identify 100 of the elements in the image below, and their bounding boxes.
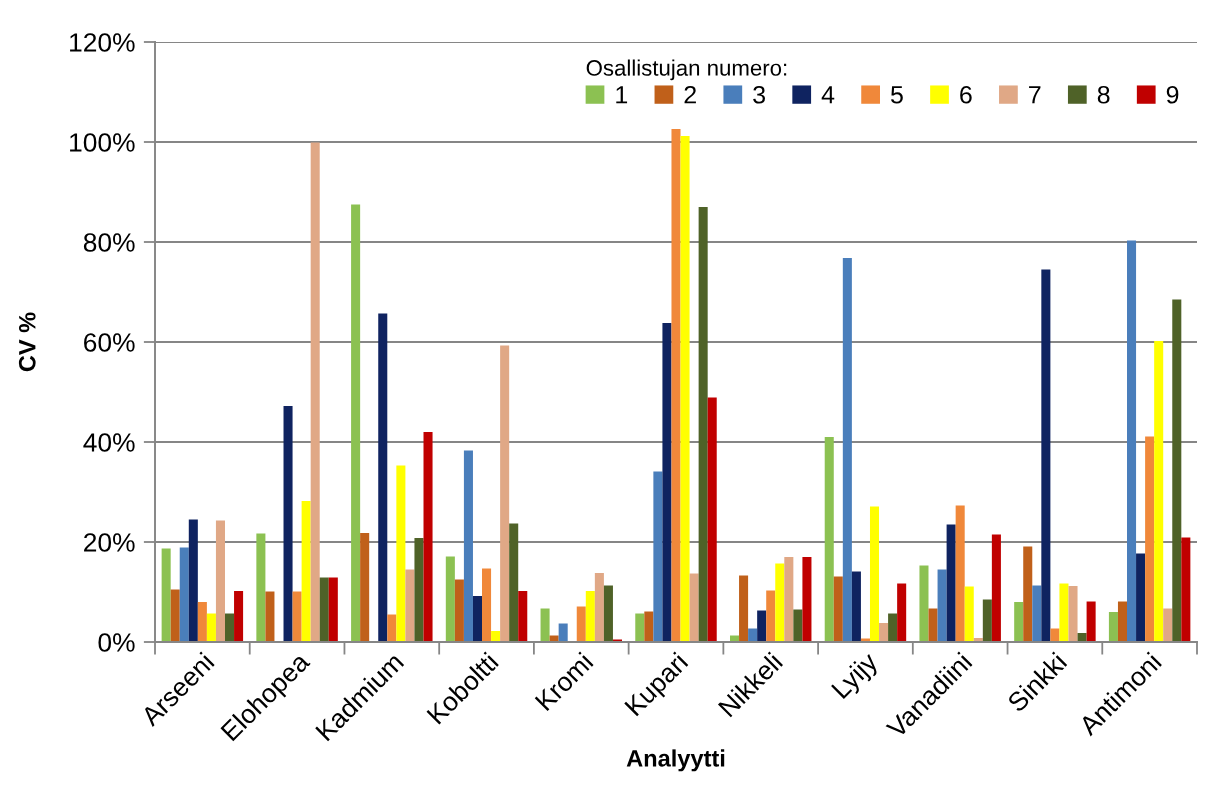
bar [482,568,492,642]
bar [1172,299,1182,642]
bar [603,585,613,642]
y-axis-title: CV % [18,312,36,372]
bar [594,573,604,642]
bar [1117,601,1128,642]
x-axis-title: Analyytti [626,749,725,772]
bar [784,557,794,642]
bar [234,591,244,642]
bar [671,129,681,642]
legend-label: 5 [890,86,903,104]
bar [387,614,397,642]
bar [897,583,907,642]
bar [351,204,361,642]
bar [319,577,329,642]
bar [170,589,180,642]
bar [937,569,947,642]
bar [833,576,843,642]
bar [739,575,749,642]
bar [463,450,473,642]
bar [824,437,834,642]
legend-label: 3 [753,85,765,104]
bar [1041,269,1051,642]
bar [662,323,672,642]
bar [1136,553,1146,642]
bar [748,628,758,642]
bar [1145,436,1155,642]
legend-label: 2 [684,85,696,104]
legend-label: 7 [1029,86,1041,104]
y-tick-label: 20% [84,533,135,552]
bar [491,631,501,642]
bar [576,606,586,642]
bar [396,465,406,642]
bar [301,501,311,642]
bar [1014,602,1024,642]
bar [310,142,320,642]
bar [1181,537,1191,642]
bar [802,557,812,642]
bar [842,258,852,642]
bar [879,623,889,642]
bar [265,591,275,642]
bar [851,571,861,642]
bar [454,579,464,642]
bar [869,506,880,642]
bar [1127,240,1137,642]
bar [558,623,568,642]
bar [928,608,938,642]
y-tick-label: 0% [98,633,135,652]
bar [224,613,235,642]
bar [283,406,293,642]
bar [360,533,370,642]
y-tick-label: 80% [83,233,135,252]
bar [680,136,690,642]
bar [215,520,225,642]
bar [888,613,898,642]
bar [1163,608,1173,642]
bar [585,591,595,642]
legend-label: 4 [821,86,835,104]
bar [509,523,519,642]
bar [991,534,1001,642]
bar [766,590,776,642]
bar [1059,583,1069,642]
bar [955,505,965,642]
bar [414,538,424,642]
bar [698,207,708,642]
bar [919,565,929,642]
bar [982,599,992,642]
bar [1108,612,1118,642]
bar [206,613,216,642]
bar [378,313,388,642]
y-tick-label: 120% [70,33,135,52]
bar [1154,341,1164,642]
bar [1050,628,1060,642]
bar [292,591,302,642]
bar [707,397,717,642]
bar [653,471,663,642]
bar [1068,586,1078,642]
bar [472,596,483,642]
bar [1032,585,1042,642]
bar [445,556,455,642]
bar [500,345,510,642]
bar [1086,601,1096,642]
bar [757,610,767,642]
bar [689,573,699,642]
y-tick-label: 100% [70,133,135,152]
bar [644,611,654,642]
bar [518,591,528,642]
bar [946,524,956,642]
bar [405,569,415,642]
bar [423,432,433,642]
legend-label: 1 [616,86,628,104]
bar [635,613,645,642]
y-tick-label: 40% [83,433,135,452]
legend-label: 8 [1097,85,1110,104]
bar [197,602,207,642]
bar [161,548,171,642]
bar [188,519,198,642]
bar [179,547,189,642]
legend-label: 6 [960,85,972,104]
legend-label: 9 [1166,85,1179,104]
